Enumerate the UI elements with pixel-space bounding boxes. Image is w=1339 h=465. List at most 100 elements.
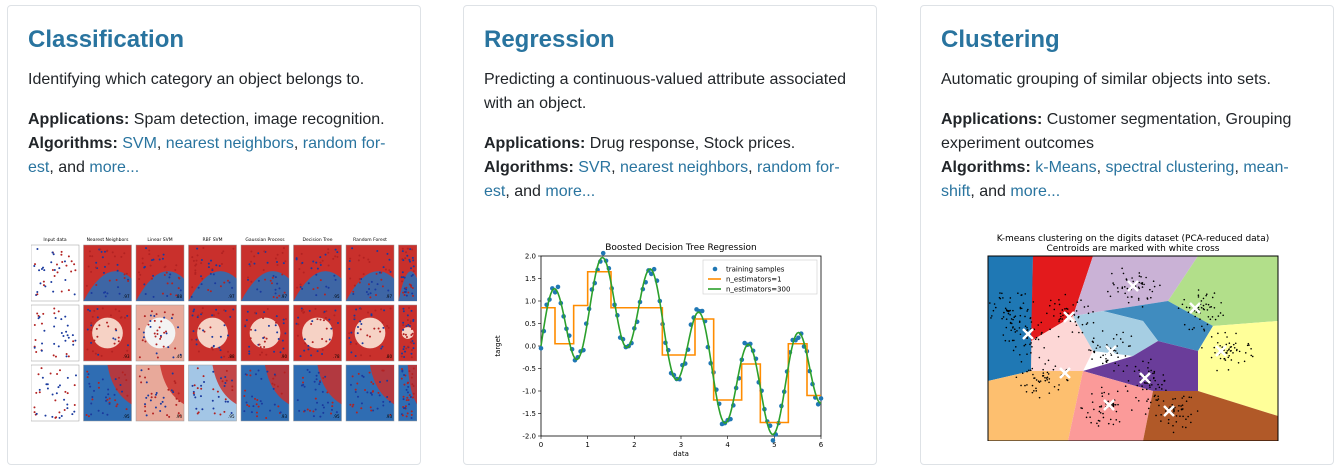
sample-point <box>259 346 262 349</box>
sample-point <box>227 334 230 337</box>
card-details: Applications: Spam detection, image reco… <box>28 111 386 176</box>
data-point <box>1024 343 1027 346</box>
data-point <box>1027 308 1029 311</box>
data-point <box>1047 359 1050 362</box>
sample-point <box>53 325 56 328</box>
link-svm[interactable]: SVM <box>122 135 157 152</box>
sample-point <box>301 308 304 311</box>
sample-point <box>212 407 215 410</box>
data-point <box>1105 361 1108 363</box>
sample-point <box>404 350 407 353</box>
data-point <box>1092 321 1095 324</box>
sample-point <box>98 324 101 327</box>
sample-point <box>312 288 315 291</box>
data-point <box>1183 298 1186 301</box>
sample-point <box>163 331 166 334</box>
sample-point <box>223 410 226 413</box>
sample-point <box>33 411 36 414</box>
link-random-forest-a[interactable]: random for- <box>757 159 840 176</box>
sample-point <box>412 342 415 345</box>
link-random-forest-b[interactable]: est <box>484 183 506 200</box>
link-more[interactable]: more... <box>1010 183 1061 200</box>
sample-point <box>126 349 129 352</box>
sample-point <box>316 401 319 404</box>
sample-point <box>144 340 147 343</box>
data-point <box>1039 380 1042 382</box>
data-point <box>1066 378 1068 381</box>
sample-point <box>50 261 53 264</box>
data-point <box>1025 391 1028 393</box>
data-point <box>1137 299 1140 301</box>
sample-point <box>91 350 94 353</box>
sample-point <box>303 349 306 352</box>
sample-point <box>169 273 172 276</box>
data-point <box>1014 315 1017 317</box>
data-point <box>1046 371 1049 374</box>
data-point <box>1046 378 1048 381</box>
link-random-forest-a[interactable]: random for- <box>302 135 386 152</box>
sample-point <box>193 308 196 311</box>
link-spectral-clustering[interactable]: spectral clustering <box>1105 159 1235 176</box>
sample-point <box>251 395 254 398</box>
sample-point <box>224 376 227 379</box>
data-point <box>1169 406 1171 408</box>
link-svr[interactable]: SVR <box>578 159 612 176</box>
training-sample <box>600 250 606 256</box>
data-point <box>1185 400 1188 403</box>
sample-point <box>401 271 404 274</box>
sample-point <box>407 291 410 294</box>
data-point <box>1151 290 1154 293</box>
sample-point <box>250 250 253 253</box>
card-title[interactable]: Classification <box>28 26 185 53</box>
sample-point <box>60 318 63 321</box>
sample-point <box>367 258 370 261</box>
data-point <box>1137 286 1140 288</box>
applications-label: Applications: <box>484 135 586 152</box>
data-point <box>1118 420 1121 423</box>
sample-point <box>302 381 305 384</box>
centroid-marker <box>1059 367 1071 379</box>
regression-card: Regression Predicting a continuous-value… <box>463 5 877 465</box>
sample-point <box>172 356 175 359</box>
sample-point <box>351 247 354 250</box>
sample-point <box>315 294 318 297</box>
data-point <box>1119 338 1122 340</box>
boosted-regression-chart[interactable]: Boosted Decision Tree Regression 0 1 2 3 4 5 6 2… <box>486 236 836 460</box>
sample-point <box>402 276 405 279</box>
sample-point <box>223 281 226 284</box>
sample-point <box>104 295 107 298</box>
link-more[interactable]: more... <box>545 183 596 200</box>
sample-point <box>404 405 407 408</box>
link-nearest-neighbors[interactable]: nearest neighbors <box>620 159 749 176</box>
card-title[interactable]: Clustering <box>941 26 1060 53</box>
data-point <box>1035 387 1037 390</box>
link-mean-shift-a[interactable]: mean- <box>1243 159 1289 176</box>
sample-point <box>310 354 313 357</box>
sample-point <box>147 323 150 326</box>
data-point <box>1010 318 1013 320</box>
sample-point <box>196 387 199 390</box>
sample-point <box>115 278 118 281</box>
link-k-means[interactable]: k-Means <box>1035 159 1097 176</box>
sample-point <box>299 355 302 358</box>
link-nearest-neighbors[interactable]: nearest neighbors <box>165 135 294 152</box>
kmeans-digits-figure[interactable]: K-means clustering on the digits dataset… <box>983 231 1283 441</box>
data-point <box>1250 347 1252 350</box>
classifier-comparison-figure[interactable]: Input data Nearest Neighbors Linear SVM RBF… <box>31 233 417 423</box>
link-more[interactable]: more... <box>89 159 140 176</box>
card-title[interactable]: Regression <box>484 26 615 53</box>
data-point <box>1216 369 1218 372</box>
sample-point <box>90 402 93 405</box>
sample-point <box>312 415 315 418</box>
sample-point <box>280 392 283 395</box>
data-point <box>1162 374 1165 376</box>
sample-point <box>73 384 76 387</box>
sample-point <box>87 308 90 311</box>
link-random-forest-b[interactable]: est <box>28 159 50 176</box>
data-point <box>1126 287 1129 290</box>
link-mean-shift-b[interactable]: shift <box>941 183 971 200</box>
data-point <box>1087 312 1090 315</box>
sample-point <box>299 283 302 286</box>
sample-point <box>284 317 287 320</box>
sample-point <box>274 257 277 260</box>
